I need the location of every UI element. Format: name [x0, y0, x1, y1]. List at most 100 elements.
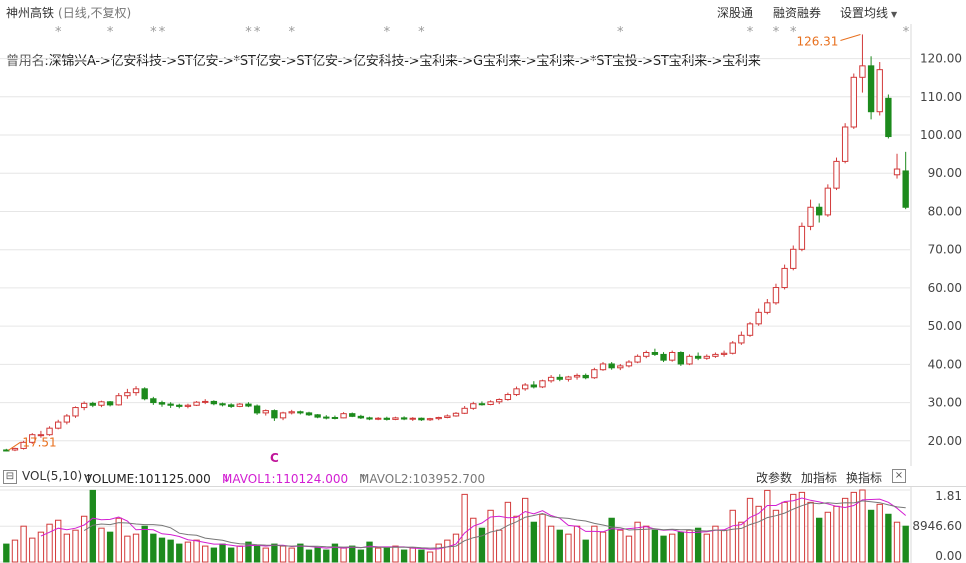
candlestick [37, 430, 45, 438]
event-star-marker: * [747, 25, 754, 40]
candle-body [236, 403, 243, 407]
low-annotation-line [8, 441, 21, 451]
volume-bar [55, 519, 62, 563]
vol-indicator-label: VOL(5,10) [22, 469, 83, 483]
caret-down-icon: ▼ [891, 10, 898, 19]
volume-bar [435, 543, 442, 563]
candlestick [202, 399, 209, 405]
candlestick [227, 403, 235, 408]
candlestick [236, 402, 243, 408]
candlestick [669, 350, 676, 362]
former-names-label: 曾用名 [6, 54, 45, 69]
volume-bar [236, 545, 243, 563]
candlestick [366, 416, 373, 421]
candlestick [46, 426, 53, 436]
candle-body [470, 403, 477, 409]
price-tick-label: 70.00 [928, 243, 962, 257]
volume-bar [167, 539, 174, 563]
candle-body [63, 415, 71, 423]
candle-body [625, 361, 633, 367]
candle-body [513, 388, 520, 396]
event-star-marker: * [288, 25, 295, 40]
candle-body [772, 287, 780, 304]
volume-bar [565, 533, 572, 563]
volume-bar [331, 543, 339, 563]
close-indicator-button[interactable]: × [892, 469, 906, 483]
price-tick-label: 20.00 [928, 434, 962, 448]
volume-bar [634, 521, 641, 563]
volume-bar [504, 501, 512, 563]
volume-bar [11, 539, 19, 563]
volume-bar [686, 529, 693, 563]
ma-settings-button[interactable]: 设置均线 ▼ [840, 4, 897, 21]
volume-bar [487, 509, 494, 563]
volume-bar [409, 547, 416, 563]
former-names: 曾用名:深锦兴A->亿安科技->ST亿安->*ST亿安->ST亿安->亿安科技-… [6, 50, 761, 69]
event-star-marker: * [254, 25, 261, 40]
price-tick-label: 40.00 [928, 357, 962, 371]
volume-bar [3, 543, 10, 563]
candlestick [539, 379, 546, 389]
candle-body [167, 403, 174, 406]
candlestick [245, 402, 252, 408]
mavol2-value-text: MAVOL2:103952.700 [359, 472, 486, 486]
candlestick [617, 363, 624, 371]
candlestick [496, 398, 503, 405]
volume-bar [366, 541, 373, 563]
candle-body [461, 407, 468, 414]
candlestick [859, 34, 866, 93]
volume-bar [772, 509, 780, 563]
candle-body [11, 447, 19, 451]
add-indicator-button[interactable]: 加指标 [801, 471, 838, 485]
candle-body [115, 395, 122, 406]
volume-bar [824, 511, 832, 563]
chart-header: 神州高铁 (日线,不复权) 深股通 融资融券 设置均线 ▼ [0, 0, 966, 24]
edit-params-button[interactable]: 改参数 [756, 471, 793, 485]
event-star-marker: * [418, 25, 425, 40]
candle-body [893, 168, 901, 176]
candlestick [694, 352, 702, 361]
volume-bar [764, 489, 771, 563]
price-chart[interactable]: 20.00 30.00 40.00 50.00 60.00 70.00 80.00 90.00… [0, 0, 966, 466]
high-price-label: 126.31 [796, 34, 838, 48]
margin-trading-button[interactable]: 融资融券 [773, 6, 822, 20]
volume-bar [202, 545, 209, 563]
candle-body [599, 363, 607, 371]
volume-bar [876, 503, 883, 563]
volume-bar [790, 493, 797, 563]
volume-bar [556, 529, 563, 563]
candle-body [80, 402, 88, 409]
candle-body [573, 374, 581, 378]
candlestick [29, 433, 36, 444]
candle-body [262, 410, 269, 414]
price-tick-label: 80.00 [928, 204, 962, 218]
candle-body [867, 65, 875, 113]
volume-bar [582, 539, 589, 563]
shenzhen-connect-button[interactable]: 深股通 [717, 6, 754, 20]
volume-bar [72, 529, 79, 563]
price-mode: (日线,不复权) [58, 6, 132, 20]
candlestick [816, 203, 823, 223]
candlestick [115, 393, 122, 406]
candle-body [660, 353, 667, 361]
candle-body [72, 407, 79, 417]
event-star-marker: * [159, 25, 166, 40]
volume-settings-icon[interactable]: ⊟ [3, 470, 17, 484]
candle-body [591, 369, 598, 379]
candlestick [357, 414, 365, 420]
event-star-marker: * [55, 25, 62, 40]
candlestick [418, 417, 425, 421]
candlestick [331, 415, 339, 420]
candle-body [746, 323, 754, 336]
candlestick [686, 354, 693, 366]
candle-body [478, 403, 486, 406]
candlestick [219, 402, 226, 407]
switch-indicator-button[interactable]: 换指标 [846, 471, 883, 485]
volume-bar [513, 515, 520, 563]
volume-chart[interactable]: 1.81 8946.60 0.00 [0, 486, 966, 563]
price-annotations: 126.31 17.51 [8, 33, 861, 451]
candlestick [409, 417, 416, 421]
volume-bar [591, 525, 598, 563]
candle-body [357, 415, 365, 419]
volume-bar [262, 547, 269, 563]
